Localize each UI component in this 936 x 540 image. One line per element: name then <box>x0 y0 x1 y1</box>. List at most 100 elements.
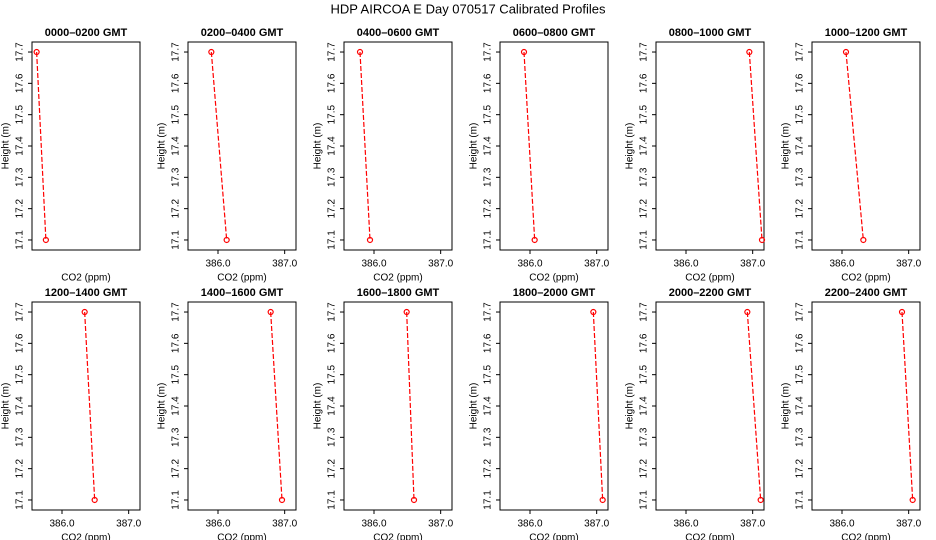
panel: 1400–1600 GMT CO2 (ppm) Height (m) 17.1 17.2… <box>157 287 298 540</box>
y-tick-label: 17.5 <box>327 365 338 385</box>
profile-line <box>359 51 371 241</box>
plot-frame <box>655 41 765 251</box>
panel-title: 1000–1200 GMT <box>825 27 908 39</box>
y-tick-label: 17.3 <box>327 427 338 447</box>
y-tick-label: 17.3 <box>327 167 338 187</box>
x-axis-label: CO2 (ppm) <box>841 273 890 284</box>
panel-title: 1600–1800 GMT <box>357 287 440 299</box>
panel-title: 1200–1400 GMT <box>45 287 128 299</box>
y-axis-label: Height (m) <box>313 123 324 170</box>
data-point <box>267 308 274 316</box>
y-tick-label: 17.6 <box>795 333 806 353</box>
profile-line <box>523 51 536 241</box>
y-axis-label: Height (m) <box>157 123 168 170</box>
data-point <box>599 496 606 504</box>
panel: 1200–1400 GMT CO2 (ppm) Height (m) 17.1 17.2… <box>1 287 142 540</box>
y-tick-label: 17.3 <box>639 167 650 187</box>
data-point <box>81 308 88 316</box>
panel-title: 0600–0800 GMT <box>513 27 596 39</box>
y-axis-label: Height (m) <box>625 383 636 430</box>
panel-title: 0800–1000 GMT <box>669 27 752 39</box>
y-tick-label: 17.6 <box>15 333 26 353</box>
x-tick-label: 386.0 <box>361 519 386 530</box>
x-tick-label: 387.0 <box>428 519 453 530</box>
y-tick-label: 17.3 <box>639 427 650 447</box>
x-tick-label: 387.0 <box>428 259 453 270</box>
data-point <box>33 48 40 56</box>
plot-frame <box>811 41 921 251</box>
x-axis-label: CO2 (ppm) <box>217 273 266 284</box>
x-axis-label: CO2 (ppm) <box>685 273 734 284</box>
y-tick-label: 17.5 <box>15 365 26 385</box>
y-tick-label: 17.7 <box>483 42 494 62</box>
y-tick-label: 17.2 <box>795 198 806 218</box>
profile-line <box>746 311 762 501</box>
plot-frame <box>343 41 453 251</box>
y-tick-label: 17.5 <box>171 365 182 385</box>
y-tick-label: 17.5 <box>795 365 806 385</box>
panel: 1800–2000 GMT CO2 (ppm) Height (m) 17.1 17.2… <box>469 287 610 540</box>
profile-line <box>406 312 415 500</box>
y-tick-label: 17.1 <box>15 230 26 250</box>
y-tick-label: 17.4 <box>639 396 650 416</box>
profile-line <box>210 51 228 241</box>
y-tick-label: 17.4 <box>15 136 26 156</box>
data-point <box>223 236 230 244</box>
y-axis-label: Height (m) <box>781 123 792 170</box>
data-point <box>842 48 850 56</box>
y-tick-label: 17.4 <box>483 136 494 156</box>
y-tick-label: 17.2 <box>327 458 338 478</box>
y-axis-label: Height (m) <box>313 383 324 430</box>
plot-frame <box>499 301 609 511</box>
panel: 1600–1800 GMT CO2 (ppm) Height (m) 17.1 17.2… <box>313 287 454 540</box>
panel-title: 1800–2000 GMT <box>513 287 596 299</box>
data-point <box>531 236 538 244</box>
profile-line <box>84 311 96 501</box>
y-tick-label: 17.2 <box>171 198 182 218</box>
y-axis-label: Height (m) <box>1 123 12 170</box>
x-tick-label: 386.0 <box>205 519 230 530</box>
panel-title: 0000–0200 GMT <box>45 27 128 39</box>
panel-title: 1400–1600 GMT <box>201 287 284 299</box>
plot-frame <box>343 301 453 511</box>
data-point <box>746 48 753 56</box>
y-tick-label: 17.1 <box>483 230 494 250</box>
panel: 0000–0200 GMT CO2 (ppm) Height (m) 17.1 17.2… <box>1 27 141 284</box>
y-tick-label: 17.2 <box>639 458 650 478</box>
x-tick-label: 386.0 <box>673 259 698 270</box>
y-tick-label: 17.3 <box>15 167 26 187</box>
x-axis-label: CO2 (ppm) <box>529 273 578 284</box>
y-tick-label: 17.4 <box>171 396 182 416</box>
y-tick-label: 17.6 <box>327 73 338 93</box>
x-axis-label: CO2 (ppm) <box>529 533 578 540</box>
y-tick-label: 17.2 <box>483 458 494 478</box>
x-tick-label: 387.0 <box>584 259 609 270</box>
y-tick-label: 17.1 <box>171 490 182 510</box>
x-tick-label: 387.0 <box>272 519 297 530</box>
y-tick-label: 17.4 <box>327 396 338 416</box>
profile-line <box>748 51 763 241</box>
y-tick-label: 17.1 <box>327 490 338 510</box>
profile-line <box>592 311 604 501</box>
data-point <box>898 308 906 316</box>
y-tick-label: 17.7 <box>171 302 182 322</box>
y-tick-label: 17.5 <box>483 105 494 125</box>
y-tick-label: 17.2 <box>327 198 338 218</box>
y-tick-label: 17.2 <box>483 198 494 218</box>
y-tick-label: 17.1 <box>15 490 26 510</box>
y-tick-label: 17.7 <box>327 302 338 322</box>
y-tick-label: 17.4 <box>15 396 26 416</box>
panel: 0400–0600 GMT CO2 (ppm) Height (m) 17.1 17.2… <box>313 27 454 284</box>
x-tick-label: 386.0 <box>205 259 230 270</box>
y-tick-label: 17.7 <box>795 42 806 62</box>
x-tick-label: 387.0 <box>740 519 765 530</box>
x-tick-label: 387.0 <box>272 259 297 270</box>
y-tick-label: 17.6 <box>639 333 650 353</box>
y-tick-label: 17.1 <box>639 230 650 250</box>
x-tick-label: 386.0 <box>361 259 386 270</box>
panel: 2200–2400 GMT CO2 (ppm) Height (m) 17.1 17.2… <box>781 287 922 540</box>
panel: 1000–1200 GMT CO2 (ppm) Height (m) 17.1 17.2… <box>781 27 922 284</box>
x-tick-label: 386.0 <box>49 519 74 530</box>
data-point <box>91 496 98 504</box>
x-tick-label: 387.0 <box>116 519 141 530</box>
